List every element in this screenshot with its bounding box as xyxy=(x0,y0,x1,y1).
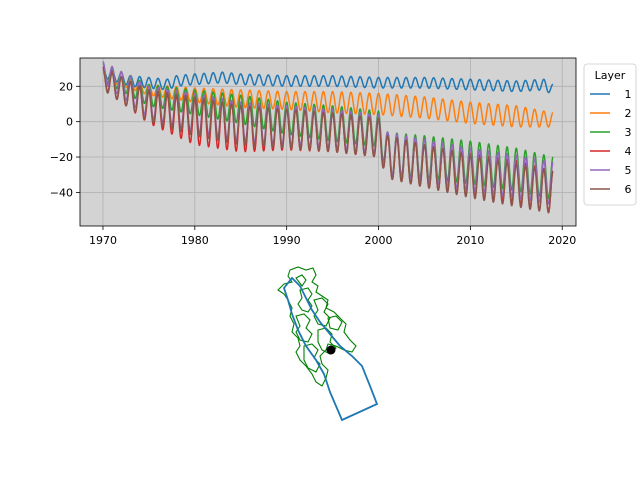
location-point xyxy=(326,345,336,355)
plot-frame xyxy=(79,57,577,227)
water-level-chart: 1970 1980 1990 2000 2010 2020 −40 −20 0 20 xyxy=(50,57,577,247)
x-tick-label: 1980 xyxy=(181,234,209,247)
basin-shape xyxy=(277,266,357,387)
series-line-6 xyxy=(102,68,554,214)
x-tick-label: 2020 xyxy=(548,234,576,247)
y-tick-label: 20 xyxy=(59,80,73,93)
basin-shape xyxy=(297,287,313,313)
basin-shape xyxy=(295,313,313,343)
legend-label-3: 3 xyxy=(625,126,632,139)
y-tick-label: 0 xyxy=(66,116,73,129)
legend-label-4: 4 xyxy=(625,145,632,158)
basin-shape xyxy=(303,343,321,373)
series-group xyxy=(102,60,554,214)
y-axis: −40 −20 0 20 xyxy=(50,80,80,199)
x-tick-label: 1970 xyxy=(89,234,117,247)
x-axis: 1970 1980 1990 2000 2010 2020 xyxy=(89,226,576,247)
model-boundary xyxy=(282,276,379,422)
y-tick-label: −20 xyxy=(50,151,73,164)
legend-label-1: 1 xyxy=(625,88,632,101)
x-tick-label: 2000 xyxy=(365,234,393,247)
y-tick-label: −40 xyxy=(50,186,73,199)
basin-shape xyxy=(295,274,307,287)
map-panel xyxy=(277,266,379,422)
legend-label-5: 5 xyxy=(625,164,632,177)
basin-shape xyxy=(313,297,331,327)
basin-shape xyxy=(317,327,337,355)
basins-outline xyxy=(277,266,357,387)
basin-shape xyxy=(327,315,343,331)
legend: Layer 1 2 3 4 5 6 xyxy=(583,63,637,206)
legend-label-2: 2 xyxy=(625,107,632,120)
legend-title: Layer xyxy=(595,69,626,82)
x-tick-label: 2010 xyxy=(456,234,484,247)
legend-items: 1 2 3 4 5 6 xyxy=(590,88,632,196)
series-line-1 xyxy=(102,66,554,94)
x-tick-label: 1990 xyxy=(273,234,301,247)
legend-label-6: 6 xyxy=(625,183,632,196)
